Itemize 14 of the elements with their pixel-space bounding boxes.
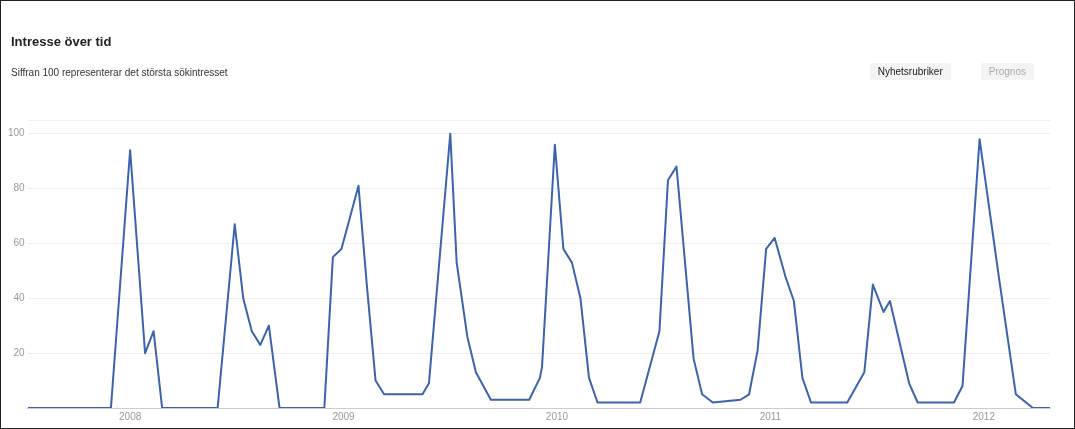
y-tick-label: 20 (13, 346, 26, 358)
text: Nyhetsrubriker (869, 63, 951, 80)
x-tick-label: 2012 (972, 410, 996, 422)
chart-subtitle: Siffran 100 representerar det största sökintresset (11, 67, 228, 78)
text: Prognos (980, 63, 1034, 80)
y-tick-label: 100 (8, 127, 26, 139)
x-tick-label: 2010 (545, 410, 569, 422)
chart-title: Intresse över tid (11, 34, 112, 49)
y-tick-label: 80 (13, 182, 26, 194)
x-tick-label: 2008 (119, 410, 142, 422)
y-tick-label: 40 (13, 292, 26, 304)
x-tick-label: 2011 (759, 410, 782, 422)
y-tick-label: 60 (13, 237, 26, 249)
x-tick-label: 2009 (332, 410, 356, 422)
